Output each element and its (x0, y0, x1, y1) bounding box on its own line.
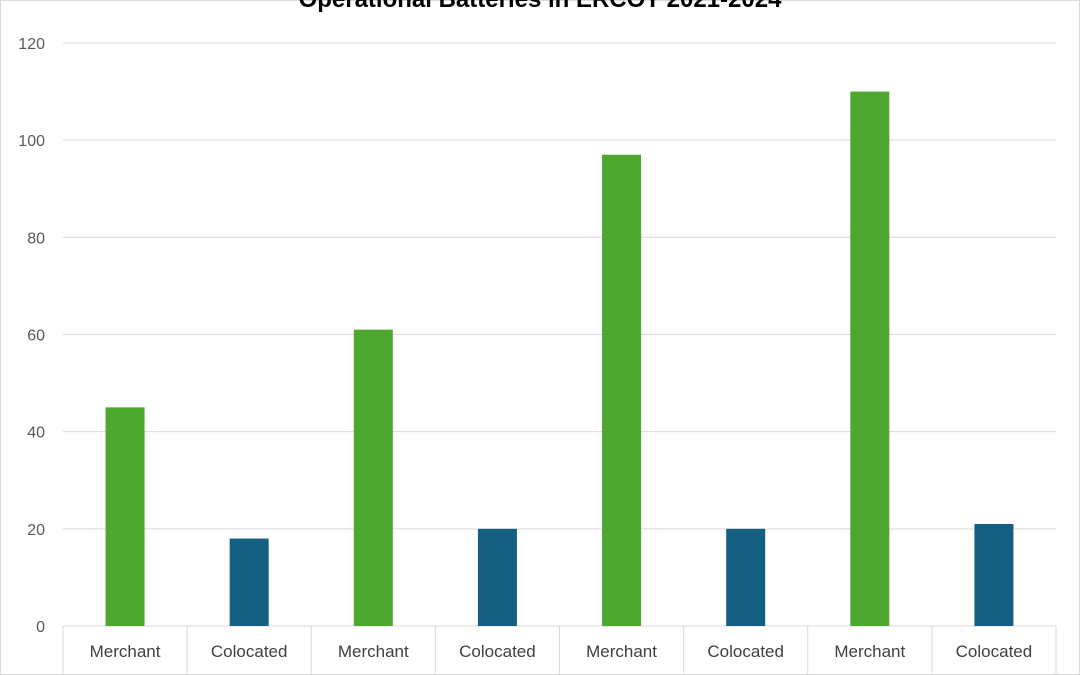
category-axis (62, 626, 1057, 675)
y-tick-label: 20 (27, 522, 45, 539)
y-tick-label: 100 (18, 133, 45, 150)
bar-merchant (602, 154, 642, 626)
gridlines (63, 42, 1056, 627)
bar-colocated (726, 528, 766, 626)
bar-colocated (477, 528, 517, 626)
x-tick-label: Merchant (834, 642, 905, 661)
bars (105, 91, 1014, 627)
chart-title: Operational Batteries in ERCOT 2021-2024 (0, 0, 1080, 14)
bar-merchant (105, 407, 145, 626)
bar-colocated (974, 523, 1014, 626)
y-tick-label: 60 (27, 328, 45, 345)
x-tick-label: Merchant (338, 642, 409, 661)
y-tick-label: 80 (27, 230, 45, 247)
x-tick-label: Colocated (707, 642, 784, 661)
bar-colocated (229, 538, 269, 626)
bar-merchant (353, 329, 393, 626)
x-tick-label: Colocated (459, 642, 536, 661)
y-tick-label: 0 (36, 619, 45, 636)
y-tick-label: 120 (18, 36, 45, 53)
y-tick-label: 40 (27, 425, 45, 442)
x-tick-label: Merchant (90, 642, 161, 661)
x-tick-label: Colocated (211, 642, 288, 661)
bar-merchant (850, 91, 890, 627)
x-tick-label: Merchant (586, 642, 657, 661)
x-axis-labels: Merchant Colocated Merchant Colocated Mercha… (90, 642, 1033, 661)
x-tick-label: Colocated (956, 642, 1033, 661)
y-axis-ticks: 0 20 40 60 80 100 120 (18, 36, 45, 636)
